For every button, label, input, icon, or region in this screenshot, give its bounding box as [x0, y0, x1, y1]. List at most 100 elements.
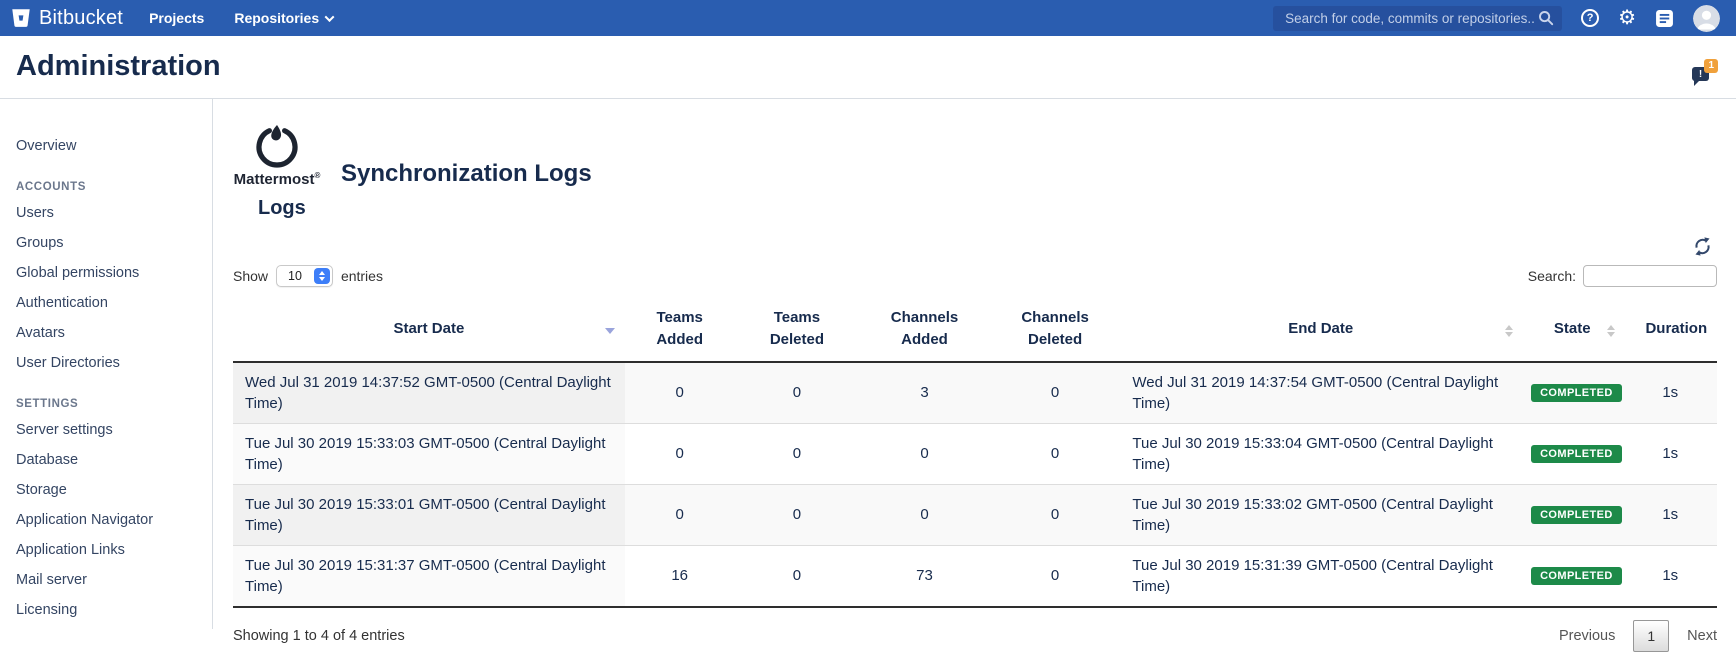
avatar[interactable] — [1693, 5, 1720, 32]
status-badge: COMPLETED — [1531, 445, 1622, 463]
global-search-input[interactable] — [1283, 10, 1538, 27]
sidebar-nav: OverviewACCOUNTSUsersGroupsGlobal permis… — [0, 131, 212, 625]
sidebar-item-server-settings[interactable]: Server settings — [0, 415, 212, 445]
sort-desc-icon — [605, 328, 615, 334]
sidebar-item-global-permissions[interactable]: Global permissions — [0, 258, 212, 288]
sidebar-section-heading: SETTINGS — [0, 378, 212, 415]
next-button[interactable]: Next — [1687, 628, 1717, 644]
table-header-row: Start Date Teams Added Teams Deleted Cha… — [233, 301, 1717, 362]
show-label: Show — [233, 268, 268, 284]
sidebar-item-database[interactable]: Database — [0, 445, 212, 475]
sync-logs-title: Synchronization Logs — [341, 160, 592, 188]
pagination: Previous 1 Next — [1559, 620, 1717, 652]
logs-section-title: Logs — [258, 197, 1717, 220]
duration-cell: 1s — [1623, 484, 1717, 545]
sidebar-item-groups[interactable]: Groups — [0, 228, 212, 258]
previous-button[interactable]: Previous — [1559, 628, 1615, 644]
status-badge: COMPLETED — [1531, 506, 1622, 524]
teams-deleted-cell: 0 — [735, 484, 860, 545]
start-date-cell: Wed Jul 31 2019 14:37:52 GMT-0500 (Centr… — [233, 362, 625, 424]
col-header-end-date[interactable]: End Date — [1120, 301, 1521, 362]
top-navbar: Bitbucket Projects Repositories ? ⚙ — [0, 0, 1736, 36]
registered-mark: ® — [314, 171, 320, 180]
col-header-channels-deleted[interactable]: Channels Deleted — [990, 301, 1121, 362]
page-1-button[interactable]: 1 — [1633, 620, 1669, 652]
sidebar-item-application-links[interactable]: Application Links — [0, 535, 212, 565]
duration-cell: 1s — [1623, 423, 1717, 484]
notification-count-badge: 1 — [1704, 59, 1718, 73]
sidebar-item-avatars[interactable]: Avatars — [0, 318, 212, 348]
main-content: Mattermost® Synchronization Logs Logs Sh… — [213, 99, 1736, 629]
channels-added-cell: 73 — [859, 545, 990, 607]
col-header-channels-added[interactable]: Channels Added — [859, 301, 990, 362]
brand-name: Bitbucket — [39, 7, 123, 30]
sort-icon — [1505, 325, 1513, 337]
table-row: Tue Jul 30 2019 15:33:01 GMT-0500 (Centr… — [233, 484, 1717, 545]
page-header: Administration ! 1 — [0, 36, 1736, 99]
help-icon[interactable]: ? — [1581, 9, 1599, 27]
teams-added-cell: 0 — [625, 423, 735, 484]
page-title: Administration — [16, 50, 221, 83]
start-date-cell: Tue Jul 30 2019 15:33:01 GMT-0500 (Centr… — [233, 484, 625, 545]
state-cell: COMPLETED — [1521, 362, 1623, 424]
col-header-start-date[interactable]: Start Date — [233, 301, 625, 362]
status-badge: COMPLETED — [1531, 567, 1622, 585]
state-cell: COMPLETED — [1521, 423, 1623, 484]
channels-deleted-cell: 0 — [990, 423, 1121, 484]
nav-projects[interactable]: Projects — [149, 10, 204, 26]
end-date-cell: Tue Jul 30 2019 15:33:04 GMT-0500 (Centr… — [1120, 423, 1521, 484]
sync-logs-table: Start Date Teams Added Teams Deleted Cha… — [233, 301, 1717, 608]
title-row: Mattermost® Synchronization Logs — [233, 123, 1717, 188]
table-row: Wed Jul 31 2019 14:37:52 GMT-0500 (Centr… — [233, 362, 1717, 424]
mattermost-logo-icon — [252, 123, 302, 169]
entries-summary: Showing 1 to 4 of 4 entries — [233, 628, 405, 644]
logs-table-body: Wed Jul 31 2019 14:37:52 GMT-0500 (Centr… — [233, 362, 1717, 607]
col-header-teams-deleted[interactable]: Teams Deleted — [735, 301, 860, 362]
teams-deleted-cell: 0 — [735, 545, 860, 607]
sidebar-item-user-directories[interactable]: User Directories — [0, 348, 212, 378]
table-row: Tue Jul 30 2019 15:31:37 GMT-0500 (Centr… — [233, 545, 1717, 607]
refresh-icon[interactable] — [1693, 237, 1712, 256]
select-stepper-icon — [314, 268, 330, 284]
col-header-teams-added[interactable]: Teams Added — [625, 301, 735, 362]
state-cell: COMPLETED — [1521, 545, 1623, 607]
col-header-state[interactable]: State — [1521, 301, 1623, 362]
sidebar-item-application-navigator[interactable]: Application Navigator — [0, 505, 212, 535]
channels-added-cell: 3 — [859, 362, 990, 424]
end-date-cell: Tue Jul 30 2019 15:31:39 GMT-0500 (Centr… — [1120, 545, 1521, 607]
duration-cell: 1s — [1623, 362, 1717, 424]
start-date-cell: Tue Jul 30 2019 15:31:37 GMT-0500 (Centr… — [233, 545, 625, 607]
entries-label: entries — [341, 268, 383, 284]
page-size-select[interactable]: 10 — [276, 265, 333, 287]
sidebar-item-mail-server[interactable]: Mail server — [0, 565, 212, 595]
nav-repositories[interactable]: Repositories — [234, 10, 333, 26]
notification-icon[interactable]: ! 1 — [1692, 67, 1709, 81]
mattermost-wordmark: Mattermost® — [234, 171, 321, 188]
sidebar-item-authentication[interactable]: Authentication — [0, 288, 212, 318]
channels-deleted-cell: 0 — [990, 545, 1121, 607]
bitbucket-logo[interactable]: Bitbucket — [10, 7, 123, 30]
sidebar-item-users[interactable]: Users — [0, 198, 212, 228]
teams-added-cell: 0 — [625, 484, 735, 545]
col-header-duration[interactable]: Duration — [1623, 301, 1717, 362]
start-date-cell: Tue Jul 30 2019 15:33:03 GMT-0500 (Centr… — [233, 423, 625, 484]
channels-deleted-cell: 0 — [990, 484, 1121, 545]
sidebar: OverviewACCOUNTSUsersGroupsGlobal permis… — [0, 99, 213, 629]
duration-cell: 1s — [1623, 545, 1717, 607]
sidebar-item-overview[interactable]: Overview — [0, 131, 212, 161]
search-icon[interactable] — [1538, 10, 1554, 26]
sidebar-item-storage[interactable]: Storage — [0, 475, 212, 505]
table-footer: Showing 1 to 4 of 4 entries Previous 1 N… — [233, 620, 1717, 652]
teams-deleted-cell: 0 — [735, 423, 860, 484]
feed-icon[interactable] — [1655, 9, 1674, 28]
sidebar-item-licensing[interactable]: Licensing — [0, 595, 212, 625]
state-cell: COMPLETED — [1521, 484, 1623, 545]
end-date-cell: Wed Jul 31 2019 14:37:54 GMT-0500 (Centr… — [1120, 362, 1521, 424]
sort-icon — [1607, 325, 1615, 337]
teams-deleted-cell: 0 — [735, 362, 860, 424]
end-date-cell: Tue Jul 30 2019 15:33:02 GMT-0500 (Centr… — [1120, 484, 1521, 545]
sidebar-section-heading: ACCOUNTS — [0, 161, 212, 198]
gear-icon[interactable]: ⚙ — [1618, 8, 1636, 28]
table-search-input[interactable] — [1583, 265, 1717, 287]
table-controls: Show 10 entries Search: — [233, 265, 1717, 287]
